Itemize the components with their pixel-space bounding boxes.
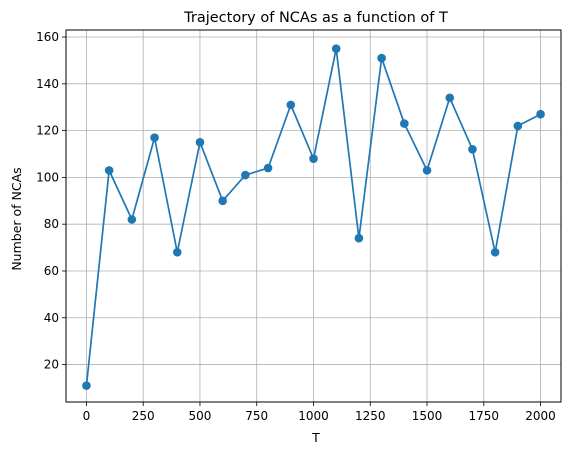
y-tick-label: 120 [36,124,59,138]
x-tick-label: 750 [245,409,268,423]
data-point [218,196,227,206]
y-tick-label: 160 [36,30,59,44]
x-tick-label: 0 [83,409,91,423]
y-tick-label: 20 [44,358,59,372]
series-layer [82,44,545,390]
data-point [354,233,364,243]
data-point [286,100,296,110]
data-point [150,133,159,142]
data-point [241,170,250,180]
y-tick-label: 40 [44,311,59,325]
data-point [104,166,114,175]
data-point [422,166,432,175]
x-tick-label: 1500 [412,409,443,423]
data-point [513,121,523,131]
y-axis-label: Number of NCAs [9,167,24,270]
data-point [195,138,205,147]
chart-title: Trajectory of NCAs as a function of T [183,10,448,26]
data-point [309,154,318,163]
y-tick-label: 60 [44,264,59,278]
x-tick-label: 2000 [525,409,556,423]
data-point [82,381,91,390]
y-axis-ticks: 20 40 60 80 100 120 140 160 [36,30,66,372]
x-tick-label: 500 [189,409,212,423]
data-point [490,247,500,257]
x-axis-label: T [311,430,320,445]
data-point [468,145,477,154]
x-axis-ticks: 0 250 500 750 1000 1250 1500 1750 2000 [83,402,556,423]
data-point [445,93,455,103]
y-tick-label: 80 [44,217,59,231]
data-point [400,119,409,128]
x-tick-label: 1750 [469,409,500,423]
data-point [536,109,545,119]
data-point [331,44,341,54]
data-point [377,53,386,63]
x-tick-label: 1000 [298,409,329,423]
y-tick-label: 140 [36,77,59,91]
data-point [127,215,137,224]
data-point [172,247,182,257]
x-tick-label: 250 [132,409,155,423]
x-tick-label: 1250 [355,409,386,423]
y-tick-label: 100 [36,170,59,184]
data-point [263,163,273,173]
